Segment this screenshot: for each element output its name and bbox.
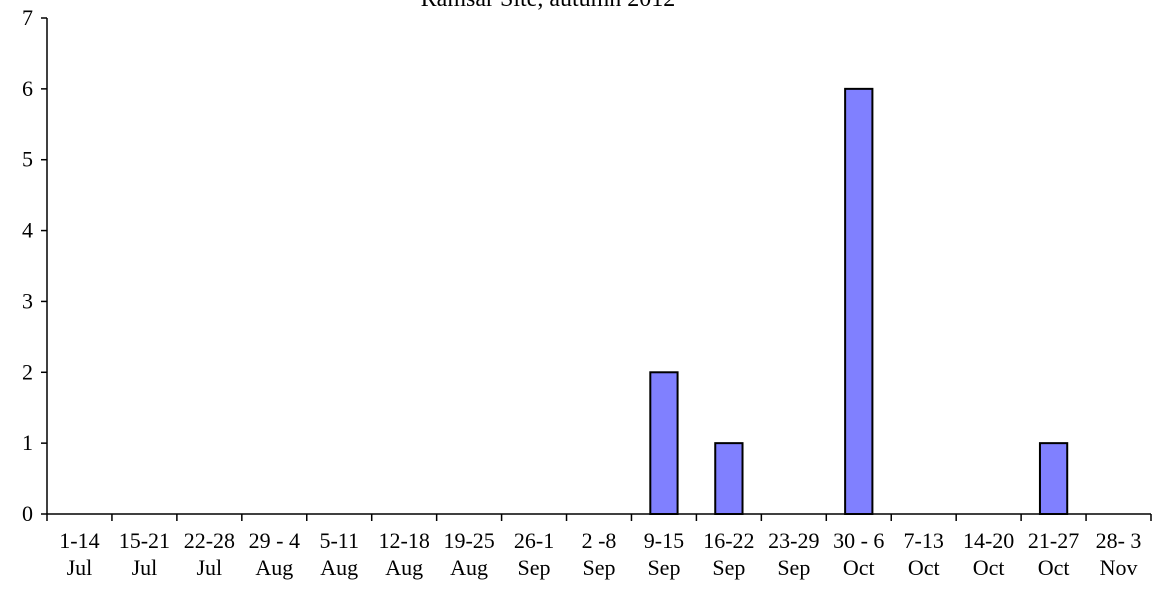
x-tick-label: 16-22 Sep: [703, 528, 754, 580]
y-tick-label: 2: [22, 359, 33, 384]
x-tick-label: 9-15 Sep: [644, 528, 684, 580]
bars: [649, 87, 1069, 515]
x-tick-label: 30 - 6 Oct: [833, 528, 884, 580]
x-tick-label: 29 - 4 Aug: [249, 528, 300, 580]
x-tick-label: 14-20 Oct: [963, 528, 1014, 580]
x-tick-label: 19-25 Aug: [443, 528, 494, 580]
y-tick-label: 7: [22, 5, 33, 30]
x-tick-label: 5-11 Aug: [319, 528, 359, 580]
x-tick-label: 28- 3 Nov: [1096, 528, 1142, 580]
bar: [649, 371, 679, 515]
x-tick-label: 1-14 Jul: [59, 528, 99, 580]
x-tick-label: 7-13 Oct: [904, 528, 944, 580]
x-tick-label: 15-21 Jul: [119, 528, 170, 580]
y-tick-label: 0: [22, 501, 33, 526]
x-tick-label: 2 -8 Sep: [582, 528, 617, 580]
y-tick-label: 4: [22, 218, 33, 243]
x-tick-label: 22-28 Jul: [184, 528, 235, 580]
bar: [844, 87, 874, 515]
bar: [714, 442, 744, 515]
x-axis: 1-14 Jul 15-21 Jul 22-28 Jul 29 - 4 Aug 5-11 Aug 1…: [46, 513, 1152, 580]
x-tick-label: 21-27 Oct: [1028, 528, 1079, 580]
y-tick-label: 5: [22, 147, 33, 172]
x-tick-label: 23-29 Sep: [768, 528, 819, 580]
y-tick-label: 3: [22, 288, 33, 313]
bar: [1038, 442, 1069, 515]
y-axis: 0 1 2 3 4 5 6 7: [22, 5, 48, 526]
x-tick-label: 26-1 Sep: [514, 528, 554, 580]
y-tick-label: 6: [22, 76, 33, 101]
chart-title: Ramsar Site, autumn 2012: [421, 0, 676, 12]
y-tick-label: 1: [22, 430, 33, 455]
x-tick-label: 12-18 Aug: [379, 528, 430, 580]
